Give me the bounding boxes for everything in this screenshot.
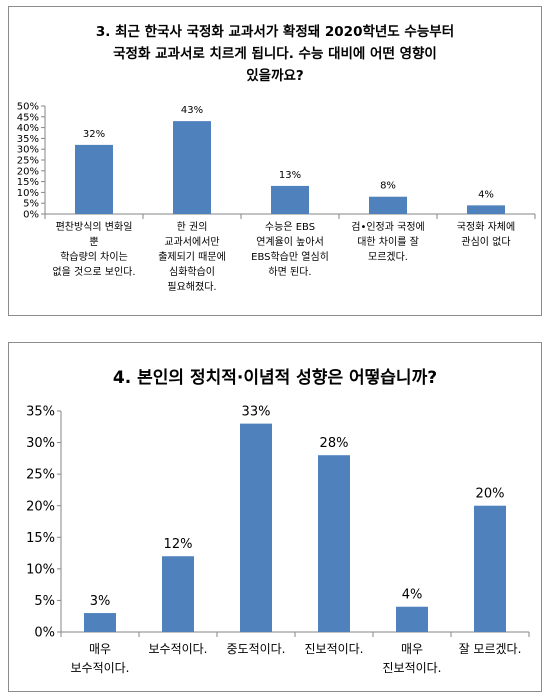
data-label: 4% (478, 189, 494, 200)
category-label-line: 검•인정과 국정에 (351, 222, 425, 233)
data-label: 28% (320, 436, 349, 451)
y-tick-label: 10% (26, 562, 55, 577)
data-label: 32% (83, 129, 105, 140)
y-tick-label: 40% (17, 123, 39, 134)
category-label-line: 매우 (400, 642, 424, 656)
chart-panel-q4: 4. 본인의 정치적·이념적 성향은 어떻습니까? 0% 5% 10% 15% 20% 2… (8, 342, 542, 692)
bar (84, 613, 116, 632)
bar (240, 423, 272, 632)
category-label-line: 진보적이다. (304, 642, 364, 656)
category-label-line: 국정화 자체에 (456, 222, 516, 233)
category-label-line: 모르겠다. (368, 252, 408, 263)
category-label-line: 출제되기 때문에 (158, 252, 226, 263)
data-label: 20% (476, 487, 505, 502)
data-label: 33% (242, 405, 271, 420)
data-label: 4% (402, 588, 423, 603)
bar (467, 205, 505, 214)
category-label: 보수적이다. (139, 640, 217, 659)
y-tick-label: 15% (26, 531, 55, 546)
category-label: 진보적이다. (295, 640, 373, 659)
title-line: 4. 본인의 정치적·이념적 성향은 어떻습니까? (112, 368, 438, 388)
category-label-line: 수능은 EBS (264, 222, 316, 233)
category-label-line: EBS학습만 열심히 (251, 252, 329, 263)
y-tick-label: 25% (26, 468, 55, 483)
category-label-line: 잘 모르겠다. (458, 642, 522, 656)
bar-chart-q3: 0%5%10%15%20%25%30%35%40%45%50% 32% 43% 13%… (17, 102, 536, 221)
title-line: 국정화 교과서로 치르게 됩니다. 수능 대비에 어떤 영향이 (113, 46, 437, 62)
data-label: 13% (279, 170, 301, 181)
bar (75, 144, 113, 214)
category-label-line: 뿐 (89, 237, 99, 248)
category-label-line: 하면 된다. (268, 267, 312, 278)
y-tick-label: 10% (17, 188, 39, 199)
data-label: 12% (164, 537, 193, 552)
bar (173, 121, 211, 214)
y-tick-label: 20% (26, 499, 55, 514)
category-label-line: 중도적이다. (226, 642, 286, 656)
category-label-line: 학습량의 차이는 (60, 252, 128, 263)
category-label-line: 보수적이다. (70, 661, 130, 675)
y-tick-label: 5% (34, 594, 55, 609)
y-tick-label: 30% (26, 436, 55, 451)
data-label: 8% (380, 181, 396, 192)
y-tick-label: 35% (26, 405, 55, 420)
category-label-line: 필요해졌다. (167, 282, 217, 293)
data-label: 43% (181, 105, 203, 116)
data-label: 3% (90, 594, 111, 609)
bar (369, 196, 407, 214)
category-label: 잘 모르겠다. (451, 640, 529, 659)
bar (474, 505, 506, 632)
category-label-line: 대한 차이를 잘 (357, 237, 419, 248)
bar (396, 606, 428, 632)
y-tick-label: 20% (17, 166, 39, 177)
category-label: 중도적이다. (217, 640, 295, 659)
y-tick-label: 30% (17, 145, 39, 156)
category-label-line: 연계율이 높아서 (256, 237, 324, 248)
category-label-line: 교과서에서만 (164, 237, 220, 248)
y-tick-label: 35% (17, 134, 39, 145)
category-label-line: 매우 (88, 642, 112, 656)
bar (318, 455, 350, 632)
category-label-line: 심화학습이 (169, 267, 215, 278)
bar (271, 185, 309, 214)
y-tick-label: 50% (17, 102, 39, 113)
category-label-line: 보수적이다. (148, 642, 208, 656)
category-label-line: 관심이 없다 (461, 237, 511, 248)
category-label-line: 편찬방식의 변화일 (55, 222, 133, 233)
y-tick-label: 25% (17, 156, 39, 167)
category-label-line: 없을 것으로 보인다. (52, 267, 136, 278)
chart-title-q4: 4. 본인의 정치적·이념적 성향은 어떻습니까? (9, 367, 541, 389)
category-label-line: 진보적이다. (382, 661, 442, 675)
y-tick-label: 0% (23, 210, 39, 221)
category-label-line: 한 권의 (176, 222, 208, 233)
y-tick-label: 15% (17, 177, 39, 188)
title-line: 있을까요? (246, 68, 304, 84)
title-line: 3. 최근 한국사 국정화 교과서가 확정돼 2020학년도 수능부터 (95, 24, 455, 40)
bar-chart-q4: 0% 5% 10% 15% 20% 25% 30% 35% 3% 12% 33% 28% 4% 20% (26, 405, 530, 641)
y-tick-label: 45% (17, 112, 39, 123)
y-tick-label: 5% (23, 199, 39, 210)
bar (162, 556, 194, 632)
y-tick-label: 0% (34, 626, 55, 641)
